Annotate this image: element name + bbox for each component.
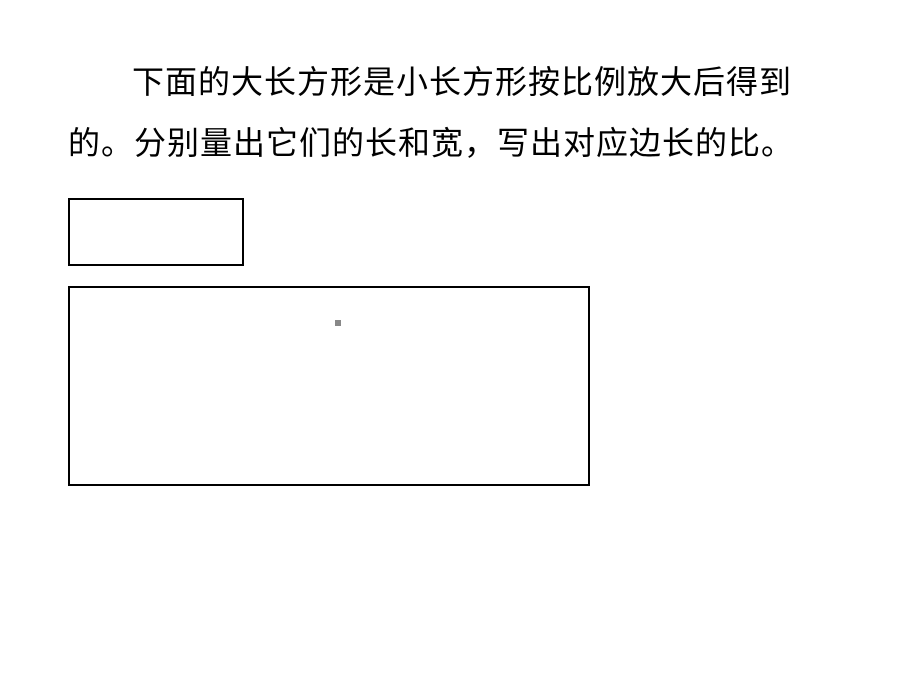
text-line-1: 下面的大长方形是小长方形按比例放大后得到 [68, 52, 852, 113]
large-rectangle [68, 286, 590, 486]
text-line-2: 的。分别量出它们的长和宽，写出对应边长的比。 [68, 113, 852, 174]
small-rectangle [68, 198, 244, 266]
center-marker-dot [335, 320, 341, 326]
problem-text: 下面的大长方形是小长方形按比例放大后得到 的。分别量出它们的长和宽，写出对应边长… [68, 52, 852, 174]
